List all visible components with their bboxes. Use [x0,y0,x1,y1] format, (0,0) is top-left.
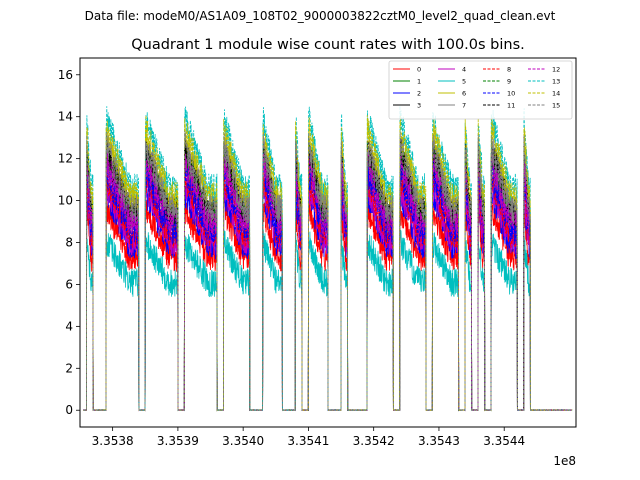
y-tick-label-5: 10 [58,194,73,208]
series-layer [82,105,573,412]
x-tick-label-1: 3.3539 [157,434,199,448]
x-axis: 3.3538 3.3539 3.3540 3.3541 3.3542 3.3543 3.35… [92,427,525,448]
legend-label-0: 0 [417,66,421,74]
legend-label-3: 3 [417,102,421,110]
y-tick-label-4: 8 [65,236,73,250]
chart-title: Quadrant 1 module wise count rates with … [131,37,525,53]
x-tick-label-6: 3.3544 [483,434,525,448]
legend-label-8: 8 [507,66,511,74]
legend-label-11: 11 [507,102,515,110]
legend-label-14: 14 [552,90,560,98]
legend-box [388,60,573,120]
x-tick-label-4: 3.3542 [353,434,395,448]
legend-label-1: 1 [417,78,421,86]
legend-label-9: 9 [507,78,511,86]
y-tick-label-1: 2 [65,361,73,375]
y-tick-label-7: 14 [58,110,73,124]
y-axis: 0 2 4 6 8 10 12 14 16 [58,68,80,417]
legend-label-2: 2 [417,90,421,98]
x-tick-label-2: 3.3540 [222,434,264,448]
series-line-15 [83,130,573,412]
y-tick-label-2: 4 [65,319,73,333]
suptitle: Data file: modeM0/AS1A09_108T02_90000038… [85,9,556,23]
legend-label-15: 15 [552,102,560,110]
x-tick-label-5: 3.3543 [418,434,460,448]
y-tick-label-0: 0 [65,403,73,417]
legend-label-13: 13 [552,78,560,86]
legend-label-7: 7 [462,102,466,110]
y-tick-label-3: 6 [65,277,73,291]
x-tick-label-0: 3.3538 [92,434,134,448]
y-tick-label-6: 12 [58,152,73,166]
legend-label-12: 12 [552,66,560,74]
x-offset-label: 1e8 [553,454,576,468]
legend-label-4: 4 [462,66,466,74]
y-tick-label-8: 16 [58,68,73,82]
x-tick-label-3: 3.3541 [287,434,329,448]
legend-label-10: 10 [507,90,515,98]
legend-label-6: 6 [462,90,466,98]
legend-label-5: 5 [462,78,466,86]
